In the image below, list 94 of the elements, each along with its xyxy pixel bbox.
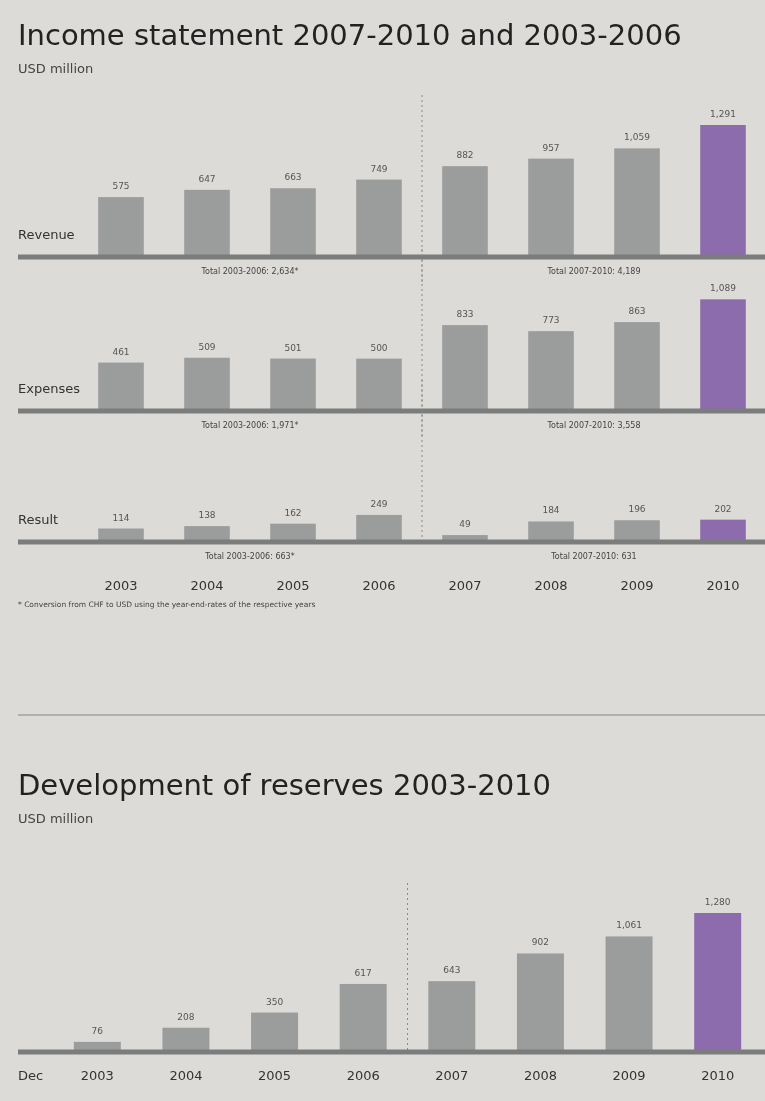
data-label: 114 bbox=[112, 512, 130, 523]
bar bbox=[528, 158, 574, 255]
data-label: 1,291 bbox=[710, 109, 736, 119]
data-label: 501 bbox=[284, 342, 302, 353]
x-tick-label: 2005 bbox=[258, 1068, 292, 1083]
x-tick-label: 2010 bbox=[706, 578, 740, 593]
data-label: 1,280 bbox=[704, 897, 731, 907]
x-tick-label: 2003 bbox=[80, 1068, 114, 1083]
data-label: 617 bbox=[354, 967, 372, 978]
bar bbox=[700, 519, 746, 540]
bar bbox=[614, 322, 660, 409]
y-axis-title: Revenue bbox=[18, 227, 75, 242]
x-axis-title: Dec bbox=[18, 1068, 44, 1083]
data-label: 184 bbox=[542, 505, 560, 516]
bar bbox=[694, 913, 742, 1050]
bar bbox=[356, 179, 402, 255]
bar bbox=[73, 1041, 121, 1050]
x-tick-label: 2008 bbox=[523, 1068, 557, 1083]
data-label: 49 bbox=[459, 519, 471, 530]
y-axis-title: Expenses bbox=[18, 381, 81, 396]
data-label: 1,089 bbox=[710, 283, 737, 294]
bar bbox=[270, 523, 316, 540]
text: Total 2007-2010: 3,558 bbox=[546, 421, 641, 430]
x-tick-label: 2006 bbox=[346, 1068, 380, 1083]
bar bbox=[442, 325, 488, 409]
bar bbox=[442, 535, 488, 540]
data-label: 1,059 bbox=[624, 132, 651, 143]
data-label: 509 bbox=[198, 341, 216, 352]
data-label: 902 bbox=[531, 937, 550, 948]
x-tick-label: 2003 bbox=[104, 578, 138, 593]
bar bbox=[98, 197, 144, 255]
bar bbox=[270, 358, 316, 409]
x-tick-label: 2004 bbox=[169, 1068, 203, 1083]
x-tick-label: 2009 bbox=[620, 578, 654, 593]
bar bbox=[516, 953, 564, 1050]
bar bbox=[184, 526, 230, 540]
data-label: 76 bbox=[91, 1025, 104, 1036]
bar bbox=[528, 331, 574, 409]
bar bbox=[605, 936, 653, 1050]
data-label: 863 bbox=[628, 306, 646, 317]
data-label: 773 bbox=[542, 315, 560, 326]
bar bbox=[339, 983, 387, 1050]
data-label: 575 bbox=[112, 181, 130, 192]
data-label: 882 bbox=[456, 150, 474, 161]
x-tick-label: 2005 bbox=[276, 578, 310, 593]
chart-title: Development of reserves 2003-2010 bbox=[18, 768, 552, 802]
data-label: 350 bbox=[265, 996, 284, 1007]
data-label: 663 bbox=[284, 172, 302, 183]
data-label: 833 bbox=[456, 309, 474, 320]
bar bbox=[614, 148, 660, 255]
text: Total 2007-2010: 631 bbox=[550, 552, 637, 561]
data-label: 162 bbox=[284, 507, 302, 518]
bar bbox=[270, 188, 316, 255]
x-tick-label: 2008 bbox=[534, 578, 568, 593]
bar bbox=[251, 1012, 299, 1050]
data-label: 461 bbox=[112, 346, 130, 357]
bar bbox=[428, 981, 476, 1050]
data-label: 643 bbox=[443, 965, 461, 976]
bar bbox=[356, 358, 402, 409]
bar bbox=[700, 125, 746, 255]
x-tick-label: 2009 bbox=[612, 1068, 646, 1083]
chart-subtitle: USD million bbox=[18, 61, 94, 76]
bar bbox=[98, 362, 144, 409]
x-tick-label: 2004 bbox=[190, 578, 224, 593]
bar bbox=[528, 521, 574, 540]
data-label: 647 bbox=[198, 173, 216, 184]
x-tick-label: 2010 bbox=[701, 1068, 735, 1083]
x-tick-label: 2006 bbox=[362, 578, 396, 593]
chart-subtitle: USD million bbox=[18, 811, 94, 826]
data-label: 196 bbox=[628, 504, 646, 515]
bar bbox=[700, 299, 746, 409]
x-tick-label: 2007 bbox=[435, 1068, 469, 1083]
data-label: 749 bbox=[370, 163, 388, 174]
bar bbox=[184, 189, 230, 255]
bar bbox=[98, 528, 144, 540]
data-label: 1,061 bbox=[616, 920, 642, 931]
bar bbox=[356, 514, 402, 540]
text: Total 2003-2006: 663* bbox=[204, 552, 295, 561]
bar bbox=[184, 357, 230, 409]
data-label: 249 bbox=[370, 498, 388, 509]
text: Total 2007-2010: 4,189 bbox=[546, 267, 641, 276]
data-label: 957 bbox=[542, 142, 560, 153]
chart-title: Income statement 2007-2010 and 2003-2006 bbox=[18, 18, 682, 52]
data-label: 208 bbox=[177, 1011, 195, 1022]
text: Total 2003-2006: 1,971* bbox=[200, 421, 299, 430]
data-label: 500 bbox=[370, 342, 388, 353]
bar bbox=[162, 1027, 210, 1050]
text: Total 2003-2006: 2,634* bbox=[200, 267, 299, 276]
data-label: 138 bbox=[198, 510, 216, 521]
data-label: 202 bbox=[714, 503, 732, 514]
bar bbox=[442, 166, 488, 255]
y-axis-title: Result bbox=[18, 512, 59, 527]
bar bbox=[614, 520, 660, 540]
x-tick-label: 2007 bbox=[448, 578, 482, 593]
